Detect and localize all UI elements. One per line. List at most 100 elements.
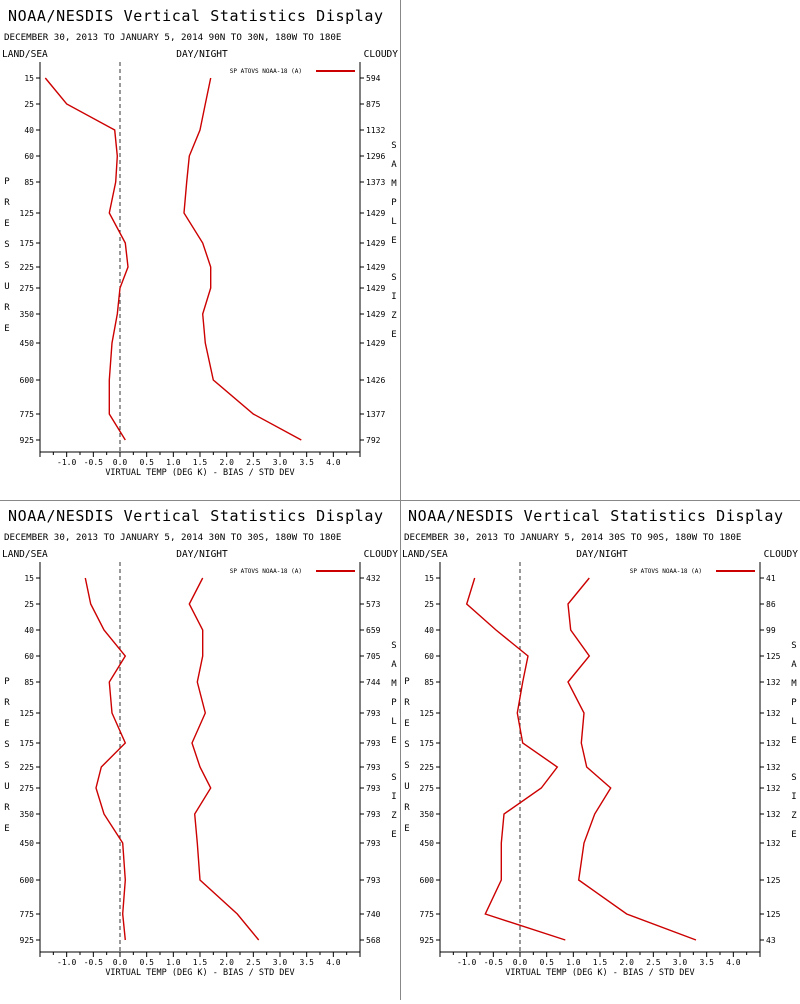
pressure-level-label: 350: [20, 810, 35, 819]
bias-series-line: [44, 77, 129, 441]
pressure-axis-letter: P: [4, 677, 10, 687]
x-tick-label: 3.5: [699, 958, 714, 967]
pressure-axis-letter: S: [4, 740, 9, 750]
pressure-level-label: 450: [20, 839, 35, 848]
x-tick-label: -0.5: [484, 958, 503, 967]
x-tick-label: 0.5: [139, 958, 154, 967]
std-dev-series-line: [183, 77, 302, 441]
sample-size-axis-letter: P: [391, 698, 397, 708]
pressure-level-label: 175: [420, 739, 435, 748]
pressure-level-label: 925: [20, 436, 35, 445]
pressure-axis-letter: E: [4, 719, 9, 729]
pressure-level-label: 450: [20, 339, 35, 348]
day-night-label: DAY/NIGHT: [176, 49, 228, 60]
pressure-level-label: 600: [20, 376, 35, 385]
pressure-level-label: 40: [24, 626, 34, 635]
sample-size-axis-letter: S: [391, 773, 396, 783]
pressure-level-label: 225: [20, 763, 35, 772]
sample-size-label: 86: [766, 600, 776, 609]
sample-size-axis-letter: S: [791, 773, 796, 783]
sample-size-label: 1373: [366, 178, 385, 187]
x-tick-label: 0.5: [139, 458, 154, 467]
sample-size-axis-letter: I: [391, 292, 396, 302]
std-dev-series-line: [567, 577, 697, 941]
chart-title: NOAA/NESDIS Vertical Statistics Display: [8, 7, 384, 25]
sample-size-axis-letter: E: [391, 736, 396, 746]
legend-label: SP ATOVS NOAA-18 (A): [630, 568, 702, 575]
pressure-level-label: 25: [24, 100, 34, 109]
sample-size-label: 793: [366, 709, 381, 718]
x-tick-label: 2.0: [219, 958, 234, 967]
sample-size-axis-letter: S: [391, 641, 396, 651]
land-sea-label: LAND/SEA: [2, 549, 48, 560]
pressure-level-label: 60: [24, 152, 34, 161]
sample-size-axis-letter: I: [391, 792, 396, 802]
x-tick-label: 2.0: [619, 958, 634, 967]
x-tick-label: -0.5: [84, 958, 103, 967]
sample-size-axis-letter: M: [791, 679, 797, 689]
pressure-level-label: 15: [24, 574, 34, 583]
sample-size-label: 41: [766, 574, 776, 583]
sample-size-axis-letter: M: [391, 679, 397, 689]
pressure-level-label: 350: [420, 810, 435, 819]
x-tick-label: 4.0: [326, 458, 341, 467]
x-tick-label: 3.0: [273, 458, 288, 467]
x-tick-label: 0.0: [113, 958, 128, 967]
day-night-label: DAY/NIGHT: [576, 549, 628, 560]
sample-size-axis-letter: P: [791, 698, 797, 708]
pressure-level-label: 85: [424, 678, 434, 687]
sample-size-label: 793: [366, 810, 381, 819]
sample-size-label: 132: [766, 763, 781, 772]
pressure-level-label: 175: [20, 239, 35, 248]
x-tick-label: 2.5: [246, 458, 261, 467]
pressure-level-label: 25: [424, 600, 434, 609]
pressure-level-label: 125: [20, 709, 35, 718]
sample-size-axis-letter: Z: [791, 811, 797, 821]
chart-title: NOAA/NESDIS Vertical Statistics Display: [8, 507, 384, 525]
x-tick-label: 3.0: [273, 958, 288, 967]
pressure-level-label: 775: [20, 410, 35, 419]
sample-size-axis-letter: A: [391, 660, 397, 670]
sample-size-label: 125: [766, 910, 781, 919]
sample-size-label: 1377: [366, 410, 385, 419]
x-tick-label: 3.5: [299, 458, 314, 467]
x-tick-label: 2.5: [646, 958, 661, 967]
pressure-axis-letter: E: [404, 719, 409, 729]
sample-size-label: 132: [766, 678, 781, 687]
sample-size-label: 793: [366, 876, 381, 885]
pressure-axis-letter: S: [4, 761, 9, 771]
sample-size-label: 1429: [366, 284, 385, 293]
sample-size-label: 793: [366, 839, 381, 848]
x-tick-label: 1.5: [193, 958, 208, 967]
pressure-axis-letter: P: [404, 677, 410, 687]
cloudy-label: CLOUDY: [364, 49, 399, 60]
pressure-level-label: 450: [420, 839, 435, 848]
sample-size-label: 132: [766, 709, 781, 718]
sample-size-axis-letter: L: [391, 217, 396, 227]
sample-size-label: 792: [366, 436, 381, 445]
sample-size-axis-letter: E: [391, 830, 396, 840]
pressure-axis-letter: E: [4, 824, 9, 834]
pressure-axis-letter: U: [404, 782, 409, 792]
pressure-axis-letter: R: [4, 803, 10, 813]
pressure-level-label: 275: [420, 784, 435, 793]
x-tick-label: 2.5: [246, 958, 261, 967]
pressure-axis-letter: R: [404, 698, 410, 708]
pressure-axis-letter: U: [4, 782, 9, 792]
chart-panel-3: NOAA/NESDIS Vertical Statistics Display D…: [402, 507, 798, 978]
pressure-level-label: 125: [420, 709, 435, 718]
pressure-level-label: 15: [24, 74, 34, 83]
sample-size-label: 432: [366, 574, 381, 583]
sample-size-axis-letter: E: [791, 830, 796, 840]
std-dev-series-line: [188, 577, 260, 941]
x-tick-label: 4.0: [326, 958, 341, 967]
pressure-axis-letter: R: [4, 303, 10, 313]
sample-size-axis-letter: A: [391, 160, 397, 170]
pressure-level-label: 40: [424, 626, 434, 635]
sample-size-label: 705: [366, 652, 381, 661]
pressure-level-label: 925: [420, 936, 435, 945]
pressure-level-label: 85: [24, 678, 34, 687]
bias-series-line: [465, 577, 566, 941]
